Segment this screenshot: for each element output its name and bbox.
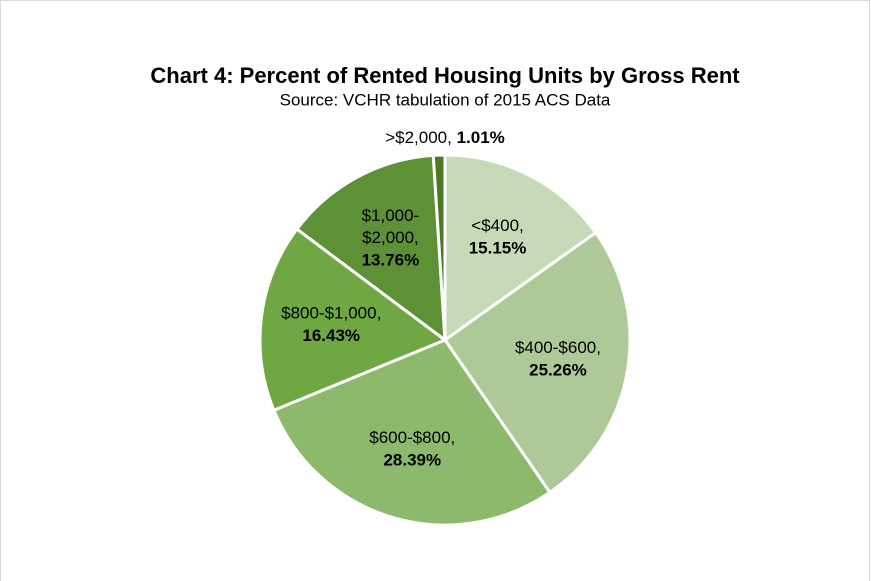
value-label: 25.26% bbox=[529, 360, 587, 379]
pie-slice bbox=[294, 153, 447, 344]
data-label: >$2,000, 1.01% bbox=[385, 128, 505, 147]
category-label: $1,000- $2,000, bbox=[362, 207, 420, 248]
category-line: <$400, bbox=[471, 217, 523, 236]
value-label: 1.01% bbox=[457, 128, 505, 147]
pie-slice bbox=[443, 153, 598, 343]
pie-slice bbox=[258, 227, 449, 413]
value-label: 28.39% bbox=[383, 450, 441, 469]
chart-subtitle: Source: VCHR tabulation of 2015 ACS Data bbox=[280, 90, 611, 109]
category-label: $800-$1,000, bbox=[281, 304, 381, 323]
category-label: $600-$800, bbox=[369, 428, 455, 447]
value-label: 15.15% bbox=[469, 239, 527, 258]
category-label: <$400, bbox=[471, 217, 523, 236]
category-line: $400-$600, bbox=[515, 338, 601, 357]
pie-slice bbox=[271, 338, 552, 527]
category-label: >$2,000, bbox=[385, 128, 456, 147]
category-line: $1,000- bbox=[362, 207, 420, 226]
value-label: 16.43% bbox=[302, 326, 360, 345]
category-label: $400-$600, bbox=[515, 338, 601, 357]
chart-title: Chart 4: Percent of Rented Housing Units… bbox=[150, 63, 740, 88]
pie-slice bbox=[442, 230, 632, 495]
category-line: $800-$1,000, bbox=[281, 304, 381, 323]
value-label: 13.76% bbox=[362, 251, 420, 270]
category-line: $2,000, bbox=[362, 229, 419, 248]
pie-slice bbox=[431, 153, 447, 341]
category-line: $600-$800, bbox=[369, 428, 455, 447]
